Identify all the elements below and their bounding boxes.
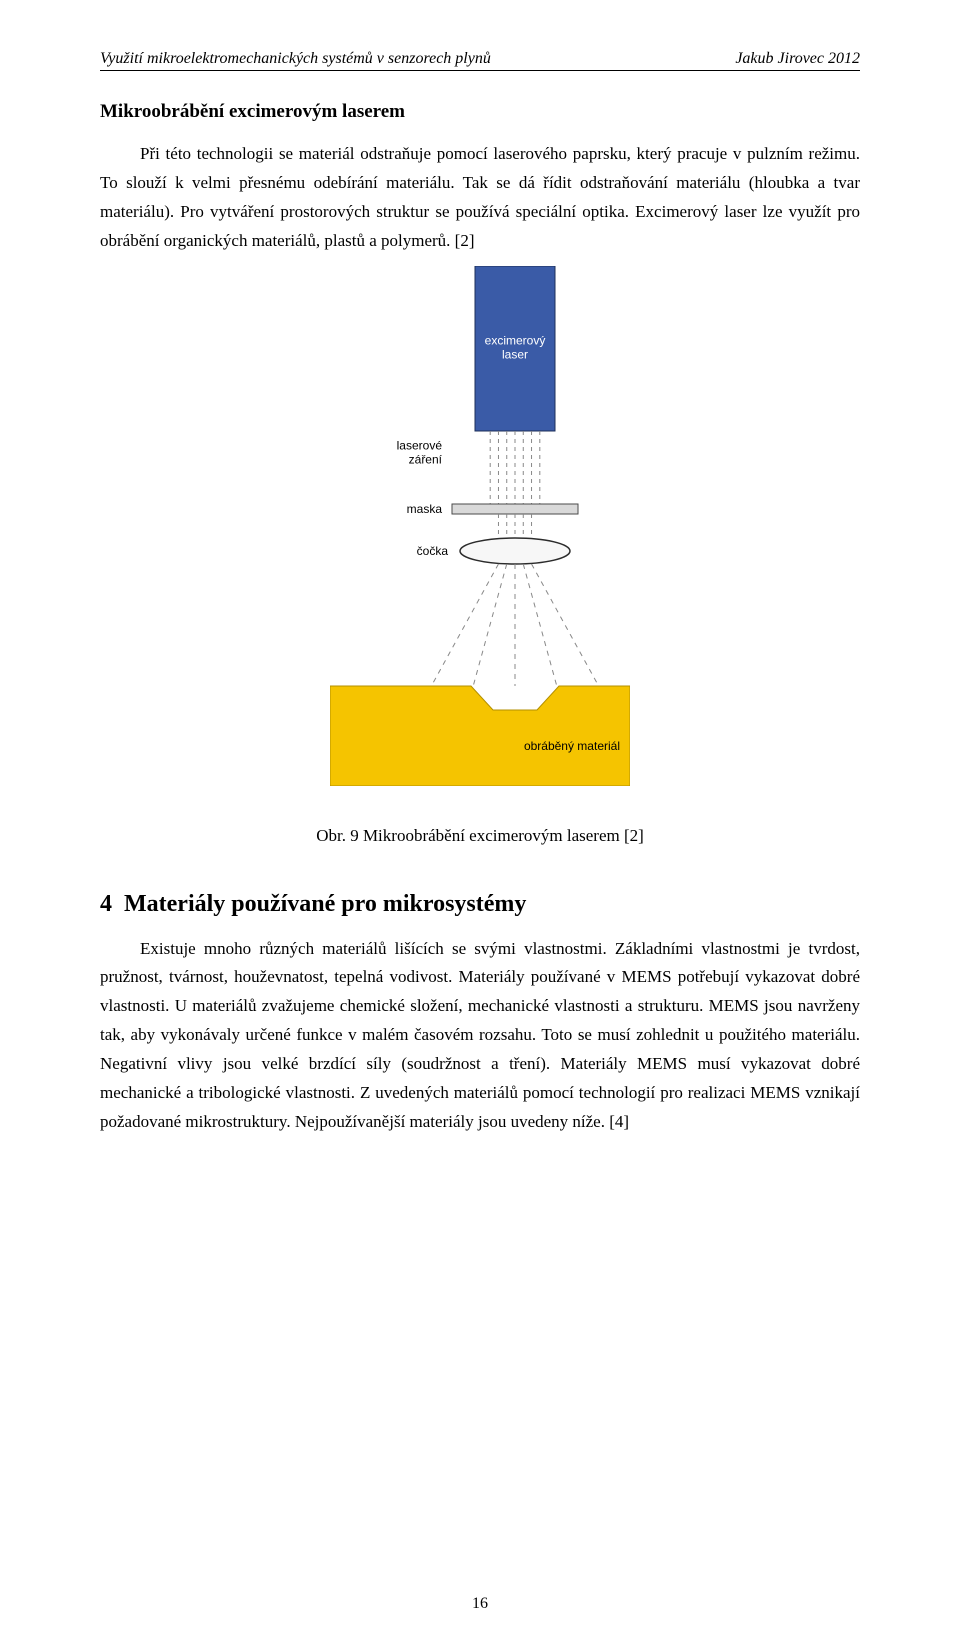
- page-number: 16: [0, 1595, 960, 1613]
- figure-svg: excimerovýlaser laserovézáření maska čočka o…: [330, 266, 630, 786]
- section-heading-materials: 4 Materiály používané pro mikrosystémy: [100, 891, 860, 918]
- svg-text:excimerový: excimerový: [485, 333, 546, 347]
- svg-text:záření: záření: [409, 452, 443, 466]
- svg-text:laserové: laserové: [397, 438, 443, 452]
- svg-text:obráběný materiál: obráběný materiál: [524, 739, 620, 753]
- paragraph-materials: Existuje mnoho různých materiálů lišícíc…: [100, 935, 860, 1137]
- paragraph-excimer: Při této technologii se materiál odstraň…: [100, 140, 860, 256]
- figure-caption: Obr. 9 Mikroobrábění excimerovým laserem…: [100, 826, 860, 846]
- section-number: 4: [100, 891, 112, 917]
- page: Využití mikroelektromechanických systémů…: [0, 0, 960, 1643]
- svg-text:čočka: čočka: [417, 544, 449, 558]
- svg-text:maska: maska: [407, 502, 443, 516]
- page-header: Využití mikroelektromechanických systémů…: [100, 50, 860, 71]
- header-left-text: Využití mikroelektromechanických systémů…: [100, 50, 491, 68]
- figure-excimer-laser: excimerovýlaser laserovézáření maska čočka o…: [100, 266, 860, 791]
- svg-text:laser: laser: [502, 347, 528, 361]
- header-right-text: Jakub Jirovec 2012: [735, 50, 860, 68]
- section-title: Materiály používané pro mikrosystémy: [124, 891, 526, 917]
- subheading-excimer: Mikroobrábění excimerovým laserem: [100, 101, 860, 123]
